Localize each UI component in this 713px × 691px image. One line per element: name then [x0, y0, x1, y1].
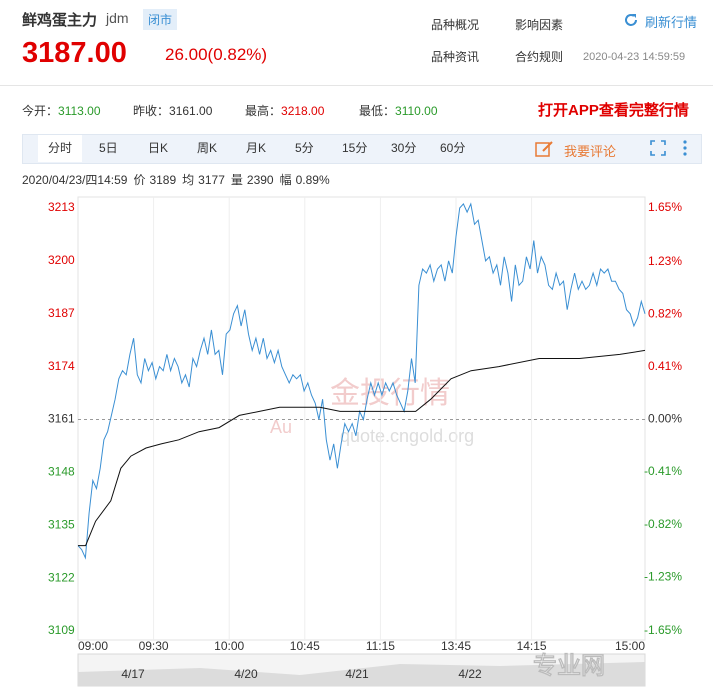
tab-bar: [22, 134, 702, 164]
stat-label: 今开：: [22, 104, 59, 118]
x-tick-label: 14:15: [517, 639, 547, 653]
navigator-area: [78, 662, 645, 686]
tab[interactable]: 周K: [197, 141, 218, 155]
refresh-icon[interactable]: [623, 12, 639, 28]
quote-time: 2020-04-23 14:59:59: [583, 51, 686, 63]
navigator-date: 4/17: [121, 667, 145, 681]
info-label: 均: [182, 173, 195, 187]
y2-tick-label: 0.00%: [648, 412, 682, 426]
y2-tick-label: -0.41%: [644, 464, 682, 478]
info-label: 量: [230, 173, 243, 187]
tab[interactable]: 日K: [148, 141, 169, 155]
y2-tick-label: 1.65%: [648, 200, 682, 214]
y2-tick-label: -1.65%: [644, 623, 682, 637]
link[interactable]: 影响因素: [515, 18, 564, 32]
y-tick-label: 3174: [48, 359, 75, 373]
tab[interactable]: 5日: [99, 141, 118, 155]
info-value: 3189: [149, 173, 177, 187]
stat-label: 昨收：: [133, 104, 170, 118]
comment-link[interactable]: 我要评论: [564, 144, 617, 159]
link[interactable]: 品种资讯: [431, 50, 480, 64]
link[interactable]: 品种概况: [431, 18, 480, 32]
y2-tick-label: 0.82%: [648, 307, 682, 321]
refresh-link[interactable]: 刷新行情: [645, 15, 698, 30]
watermark: Au: [270, 417, 292, 437]
y-tick-label: 3200: [48, 253, 75, 267]
link[interactable]: 合约规则: [515, 50, 564, 64]
navigator-date: 4/22: [458, 667, 482, 681]
y-tick-label: 3109: [48, 623, 75, 637]
info-line: 2020/04/23/四14:59 价 3189 均 3177 量 2390 幅 0.89%: [22, 171, 330, 188]
x-tick-label: 09:00: [78, 639, 108, 653]
y-tick-label: 3122: [48, 570, 75, 584]
price-line: [78, 349, 646, 547]
status-tag: 闭市: [143, 9, 178, 30]
watermark: 专业网: [533, 651, 605, 679]
y2-tick-label: 0.41%: [648, 359, 682, 373]
stat-label: 最低：: [359, 104, 396, 118]
x-tick-label: 09:30: [139, 639, 169, 653]
tab[interactable]: 15分: [342, 141, 368, 155]
watermark: quote.cngold.org: [340, 426, 474, 446]
app-link[interactable]: 打开APP查看完整行情: [538, 102, 689, 119]
stat-value: 3110.00: [395, 104, 438, 118]
info-value: 0.89%: [295, 173, 330, 187]
stat: 昨收：3161.00: [133, 102, 212, 119]
watermark: 金投行情: [330, 377, 450, 410]
info-value: 2390: [246, 173, 274, 187]
tab[interactable]: 月K: [246, 141, 267, 155]
x-tick-label: 13:45: [441, 639, 471, 653]
toolbar-icons[interactable]: [650, 140, 695, 158]
tab[interactable]: 5分: [295, 141, 314, 155]
plot-frame: [77, 196, 646, 641]
stat-value: 3161.00: [169, 104, 213, 118]
divider: [0, 85, 713, 86]
price-change: 26.00(0.82%): [165, 45, 268, 64]
stat: 最低：3110.00: [359, 102, 438, 119]
navigator-date: 4/20: [234, 667, 258, 681]
tab[interactable]: 30分: [391, 141, 417, 155]
x-tick-label: 10:00: [214, 639, 244, 653]
info-label: 价: [133, 173, 146, 187]
price-line: [77, 202, 646, 560]
y2-tick-label: 1.23%: [648, 254, 682, 268]
info-time: 2020/04/23/四14:59: [22, 173, 128, 187]
navigator-date: 4/21: [345, 667, 369, 681]
product-name: 鲜鸡蛋主力: [22, 12, 98, 29]
stat-value: 3113.00: [58, 104, 101, 118]
stat: 今开：3113.00: [22, 102, 101, 119]
y-tick-label: 3187: [48, 306, 75, 320]
stat-value: 3218.00: [281, 104, 325, 118]
x-tick-label: 11:15: [366, 639, 395, 653]
x-tick-label: 10:45: [290, 639, 320, 653]
tab[interactable]: 60分: [440, 141, 466, 155]
y-tick-label: 3161: [48, 412, 75, 426]
x-tick-label: 15:00: [615, 639, 645, 653]
comment-icon[interactable]: [535, 140, 555, 158]
last-price: 3187.00: [22, 37, 127, 69]
info-value: 3177: [198, 173, 225, 187]
y-tick-label: 3135: [48, 517, 75, 531]
product-code: jdm: [106, 10, 129, 26]
stat-label: 最高：: [245, 104, 282, 118]
y2-tick-label: -1.23%: [644, 569, 682, 583]
y-tick-label: 3148: [48, 465, 75, 479]
stat: 最高：3218.00: [245, 102, 324, 119]
tab[interactable]: 分时: [38, 135, 83, 162]
y2-tick-label: -0.82%: [644, 517, 682, 531]
info-label: 幅: [279, 173, 292, 187]
y-tick-label: 3213: [48, 200, 75, 214]
